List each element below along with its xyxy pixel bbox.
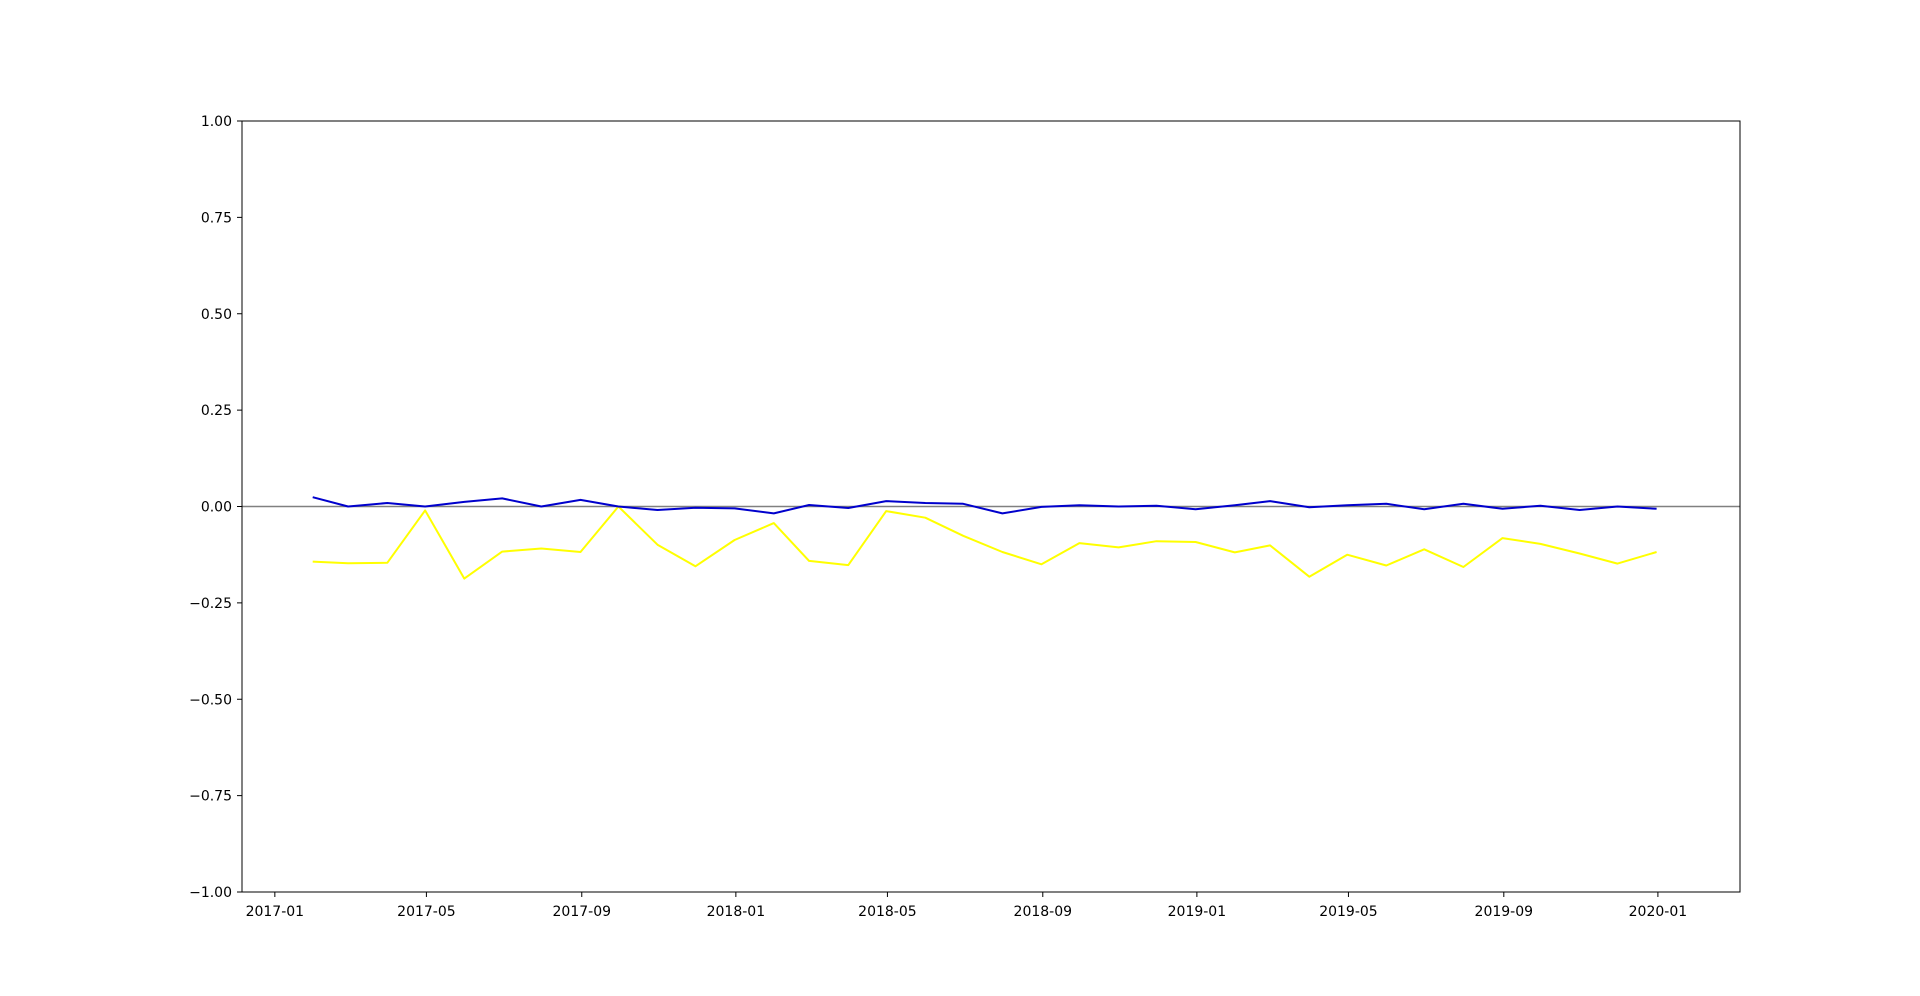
x-tick-label: 2019-09 bbox=[1475, 904, 1534, 920]
y-tick-label: 1.00 bbox=[201, 114, 232, 130]
plot-area bbox=[242, 496, 1740, 580]
x-tick-label: 2019-01 bbox=[1168, 904, 1227, 920]
y-tick-label: −0.75 bbox=[189, 789, 232, 805]
x-tick-label: 2018-05 bbox=[858, 904, 917, 920]
x-tick-label: 2019-05 bbox=[1319, 904, 1378, 920]
y-tick-label: −0.25 bbox=[189, 596, 232, 612]
series-line-1 bbox=[312, 496, 1657, 515]
x-tick-label: 2017-09 bbox=[553, 904, 612, 920]
y-tick-label: 0.00 bbox=[201, 500, 232, 516]
series-line-2 bbox=[312, 505, 1657, 580]
y-tick-label: −1.00 bbox=[189, 885, 232, 901]
y-tick-label: 0.25 bbox=[201, 403, 232, 419]
y-tick-label: 0.75 bbox=[201, 210, 232, 226]
x-tick-label: 2017-01 bbox=[246, 904, 305, 920]
x-tick-label: 2018-01 bbox=[707, 904, 766, 920]
x-tick-label: 2017-05 bbox=[397, 904, 456, 920]
x-tick-label: 2018-09 bbox=[1014, 904, 1073, 920]
y-tick-label: −0.50 bbox=[189, 692, 232, 708]
axes: −1.00 −0.75 −0.50 −0.25 0.00 0.25 0.50 0.75 1.00… bbox=[189, 114, 1741, 920]
y-tick-label: 0.50 bbox=[201, 307, 232, 323]
x-tick-label: 2020-01 bbox=[1629, 904, 1688, 920]
